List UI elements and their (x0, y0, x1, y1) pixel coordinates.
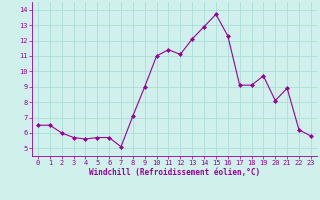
X-axis label: Windchill (Refroidissement éolien,°C): Windchill (Refroidissement éolien,°C) (89, 168, 260, 177)
